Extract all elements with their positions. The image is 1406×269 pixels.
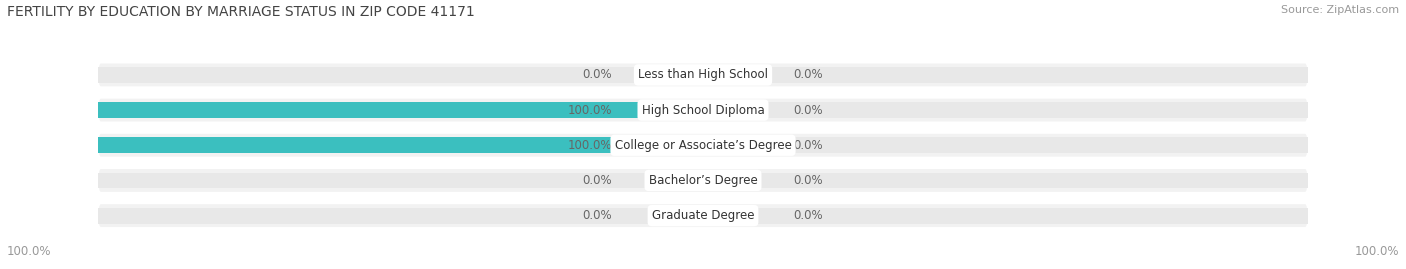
Bar: [98, 172, 703, 188]
Text: 0.0%: 0.0%: [793, 68, 824, 82]
Bar: [666, 67, 703, 83]
Text: College or Associate’s Degree: College or Associate’s Degree: [614, 139, 792, 152]
Bar: [703, 172, 1308, 188]
Text: Bachelor’s Degree: Bachelor’s Degree: [648, 174, 758, 187]
Bar: [98, 67, 703, 83]
FancyBboxPatch shape: [98, 99, 1308, 122]
Text: 0.0%: 0.0%: [582, 174, 613, 187]
Text: 0.0%: 0.0%: [793, 174, 824, 187]
Bar: [703, 137, 740, 153]
Text: 0.0%: 0.0%: [793, 209, 824, 222]
Text: 100.0%: 100.0%: [1354, 245, 1399, 258]
Bar: [703, 102, 1308, 118]
Bar: [98, 102, 703, 118]
Bar: [703, 208, 1308, 224]
FancyBboxPatch shape: [98, 63, 1308, 86]
Bar: [98, 137, 703, 153]
FancyBboxPatch shape: [98, 204, 1308, 227]
Text: 100.0%: 100.0%: [7, 245, 52, 258]
Bar: [703, 137, 1308, 153]
Text: 0.0%: 0.0%: [582, 209, 613, 222]
Bar: [703, 67, 1308, 83]
Bar: [666, 208, 703, 224]
Text: 100.0%: 100.0%: [568, 104, 613, 116]
Bar: [666, 172, 703, 188]
Bar: [98, 137, 703, 153]
Text: Source: ZipAtlas.com: Source: ZipAtlas.com: [1281, 5, 1399, 15]
Bar: [703, 102, 740, 118]
FancyBboxPatch shape: [98, 134, 1308, 157]
Bar: [703, 172, 740, 188]
Text: High School Diploma: High School Diploma: [641, 104, 765, 116]
Text: 0.0%: 0.0%: [582, 68, 613, 82]
Text: 0.0%: 0.0%: [793, 104, 824, 116]
Bar: [703, 208, 740, 224]
Text: FERTILITY BY EDUCATION BY MARRIAGE STATUS IN ZIP CODE 41171: FERTILITY BY EDUCATION BY MARRIAGE STATU…: [7, 5, 475, 19]
Bar: [98, 102, 703, 118]
Bar: [703, 67, 740, 83]
Text: Less than High School: Less than High School: [638, 68, 768, 82]
Bar: [98, 208, 703, 224]
Text: Graduate Degree: Graduate Degree: [652, 209, 754, 222]
FancyBboxPatch shape: [98, 169, 1308, 192]
Text: 0.0%: 0.0%: [793, 139, 824, 152]
Text: 100.0%: 100.0%: [568, 139, 613, 152]
